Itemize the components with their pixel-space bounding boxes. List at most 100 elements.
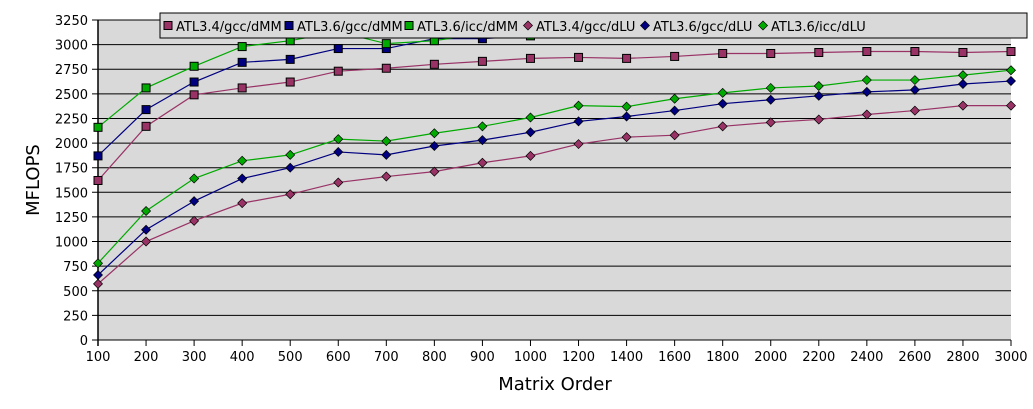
y-tick-label: 1000 (55, 236, 88, 251)
series-line (97, 105, 1011, 285)
legend-marker (758, 20, 768, 31)
data-point (237, 155, 248, 166)
data-point (189, 77, 199, 87)
data-point (429, 59, 439, 69)
data-point (189, 61, 199, 71)
x-tick-label: 800 (422, 350, 447, 365)
data-point (621, 132, 632, 143)
x-tick-label: 1000 (514, 350, 547, 365)
data-point (670, 51, 680, 61)
data-point (1006, 47, 1016, 57)
data-point (525, 112, 536, 123)
data-point (669, 93, 680, 104)
x-tick-label: 1800 (706, 350, 739, 365)
data-point (813, 90, 824, 101)
data-point (93, 122, 103, 132)
data-point (621, 111, 632, 122)
y-tick-label: 2250 (55, 112, 88, 127)
data-point (381, 149, 392, 160)
legend-label: ATL3.4/gcc/dMM (176, 20, 282, 35)
data-point (381, 136, 392, 147)
data-point (765, 94, 776, 105)
data-point (573, 100, 584, 111)
legend-marker (640, 20, 650, 31)
data-point (525, 150, 536, 161)
data-point (189, 215, 200, 226)
y-tick-label: 3250 (55, 14, 88, 29)
data-point (574, 52, 584, 62)
x-tick-label: 2200 (802, 350, 835, 365)
data-point (237, 57, 247, 67)
data-point (333, 66, 343, 76)
data-point (1006, 100, 1016, 111)
data-point (93, 270, 103, 281)
y-tick-label: 1750 (55, 162, 88, 177)
data-point (957, 79, 968, 89)
legend-marker (163, 21, 173, 30)
data-point (141, 121, 151, 131)
x-tick-label: 1600 (658, 350, 691, 365)
data-point (429, 128, 440, 139)
legend-label: ATL3.6/gcc/dMM (297, 20, 403, 35)
data-point (573, 116, 584, 127)
data-point (765, 82, 776, 93)
plot-area (98, 20, 1011, 340)
data-point (622, 53, 632, 63)
legend-marker (284, 21, 294, 30)
x-tick-label: 700 (374, 350, 399, 365)
data-point (285, 149, 296, 160)
y-tick-label: 500 (63, 285, 88, 300)
data-point (909, 105, 920, 116)
series-line (97, 80, 1012, 276)
data-point (862, 47, 872, 57)
legend-label: ATL3.4/gcc/dLU (536, 20, 635, 35)
series-line (97, 50, 1012, 181)
x-tick-label: 2000 (754, 350, 787, 365)
data-point (718, 48, 728, 58)
y-tick-label: 250 (63, 309, 88, 324)
data-point (669, 105, 680, 116)
data-point (333, 146, 344, 157)
x-tick-label: 200 (134, 350, 159, 365)
y-axis-label: MFLOPS (23, 144, 44, 216)
data-point (957, 100, 968, 111)
data-point (141, 236, 152, 247)
data-point (957, 70, 968, 81)
data-point (477, 135, 488, 146)
legend-marker (523, 20, 533, 31)
data-point (141, 105, 151, 115)
x-tick-label: 2600 (898, 350, 931, 365)
data-point (93, 175, 103, 185)
legend: ATL3.4/gcc/dMM ATL3.6/gcc/dMM ATL3.6/icc/d… (159, 12, 1028, 39)
data-point (189, 196, 200, 207)
data-point (717, 98, 728, 109)
legend-label: ATL3.6/gcc/dLU (653, 20, 752, 35)
data-point (237, 42, 247, 52)
data-point (958, 47, 968, 57)
x-tick-label: 600 (326, 350, 351, 365)
x-tick-label: 3000 (994, 350, 1027, 365)
y-tick-label: 3000 (55, 39, 88, 54)
y-tick-label: 0 (80, 334, 88, 349)
series-atl3-6-icc-dlu (93, 65, 1016, 269)
y-tick-label: 1250 (55, 211, 88, 226)
data-point (333, 134, 344, 145)
data-point (669, 130, 680, 141)
y-tick-label: 2750 (55, 63, 88, 78)
legend-label: ATL3.6/icc/dMM (417, 20, 518, 35)
data-point (717, 121, 728, 132)
data-point (381, 171, 392, 182)
series-atl3-4-gcc-dlu (93, 100, 1016, 289)
data-point (333, 177, 344, 188)
x-tick-label: 500 (278, 350, 303, 365)
data-point (477, 121, 488, 132)
data-point (1006, 76, 1016, 87)
data-point (814, 47, 824, 57)
series-line (97, 69, 1012, 264)
x-tick-label: 900 (470, 350, 495, 365)
data-point (237, 173, 248, 184)
data-point (765, 117, 776, 128)
x-tick-label: 300 (182, 350, 207, 365)
y-tick-label: 750 (63, 260, 88, 275)
